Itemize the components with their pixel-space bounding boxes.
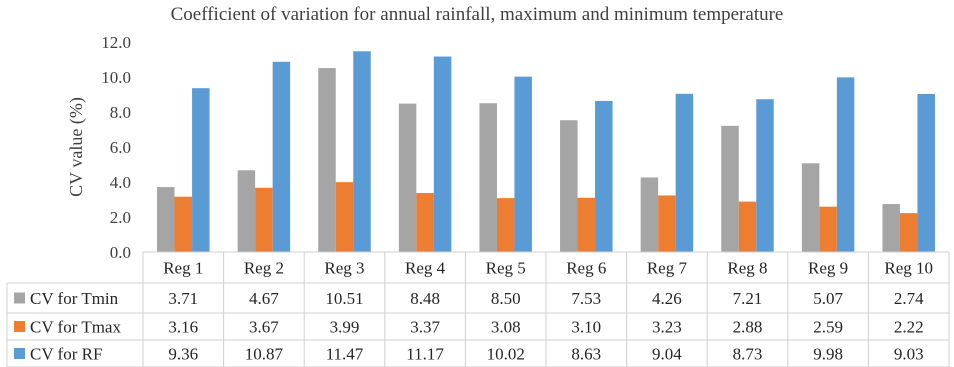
category-label: Reg 6	[566, 259, 606, 278]
data-label: 9.03	[894, 345, 924, 364]
y-tick-label: 6.0	[110, 138, 131, 157]
bar	[721, 125, 739, 252]
data-label: 11.47	[326, 345, 364, 364]
data-label: 2.74	[894, 289, 924, 308]
bar	[756, 99, 774, 252]
category-label: Reg 7	[647, 259, 688, 278]
bar	[496, 198, 515, 252]
bar	[318, 68, 336, 252]
data-label: 3.71	[168, 289, 198, 308]
data-label: 10.02	[487, 345, 525, 364]
data-label: 8.50	[491, 289, 521, 308]
legend-key	[14, 321, 25, 332]
category-label: Reg 1	[163, 259, 203, 278]
data-label: 3.23	[652, 318, 682, 337]
data-label: 5.07	[813, 289, 843, 308]
bar	[595, 100, 613, 252]
bar	[577, 197, 596, 252]
data-label: 2.88	[733, 318, 763, 337]
bar	[157, 187, 175, 252]
bar	[801, 163, 820, 252]
data-label: 7.53	[571, 289, 601, 308]
bar	[882, 204, 900, 252]
data-label: 9.04	[652, 345, 682, 364]
data-label: 3.10	[571, 318, 601, 337]
bar	[272, 61, 291, 252]
bar	[738, 201, 757, 252]
series-name: CV for RF	[30, 345, 102, 364]
bar	[514, 76, 532, 253]
series-name: CV for Tmin	[30, 289, 119, 308]
category-label: Reg 2	[244, 259, 284, 278]
bar	[836, 77, 855, 252]
category-label: Reg 4	[405, 259, 446, 278]
series-name: CV for Tmax	[30, 318, 121, 337]
y-tick-label: 10.0	[101, 68, 131, 87]
data-label: 10.87	[245, 345, 284, 364]
y-axis-title: CV value (%)	[66, 97, 87, 197]
data-label: 9.36	[168, 345, 198, 364]
bar	[416, 193, 434, 252]
data-label: 3.67	[249, 318, 279, 337]
chart-title: Coefficient of variation for annual rain…	[170, 4, 784, 25]
data-label: 2.22	[894, 318, 924, 337]
bar	[658, 195, 676, 252]
data-label: 9.98	[813, 345, 843, 364]
y-tick-label: 4.0	[110, 173, 131, 192]
y-tick-label: 2.0	[110, 208, 131, 227]
bar	[353, 51, 371, 252]
bar	[237, 170, 256, 252]
data-label: 4.26	[652, 289, 682, 308]
data-label: 3.37	[410, 318, 440, 337]
category-label: Reg 5	[486, 259, 526, 278]
data-label: 3.99	[330, 318, 360, 337]
bar	[398, 103, 417, 252]
category-label: Reg 10	[884, 259, 933, 278]
bar	[819, 206, 837, 252]
data-label: 8.63	[571, 345, 601, 364]
bar	[335, 182, 354, 252]
bar	[917, 93, 935, 252]
bar	[640, 177, 659, 252]
data-label: 7.21	[733, 289, 763, 308]
data-label: 10.51	[325, 289, 363, 308]
bar	[560, 120, 578, 252]
legend-key	[14, 348, 25, 359]
bar	[479, 103, 497, 252]
bar	[675, 93, 694, 252]
data-label: 3.08	[491, 318, 521, 337]
data-label: 8.73	[733, 345, 763, 364]
data-label: 11.17	[406, 345, 444, 364]
bar	[255, 187, 273, 252]
y-tick-label: 8.0	[110, 103, 131, 122]
category-label: Reg 8	[727, 259, 767, 278]
data-label: 4.67	[249, 289, 279, 308]
bar	[899, 213, 918, 252]
data-label: 3.16	[168, 318, 198, 337]
data-label: 8.48	[410, 289, 440, 308]
data-label: 2.59	[813, 318, 843, 337]
bar	[192, 88, 210, 252]
legend-key	[14, 292, 25, 304]
category-label: Reg 3	[324, 259, 364, 278]
category-label: Reg 9	[808, 259, 848, 278]
y-tick-label: 12.0	[101, 33, 131, 52]
bar	[174, 196, 193, 252]
bar	[433, 56, 452, 252]
y-tick-label: 0.0	[110, 243, 131, 262]
